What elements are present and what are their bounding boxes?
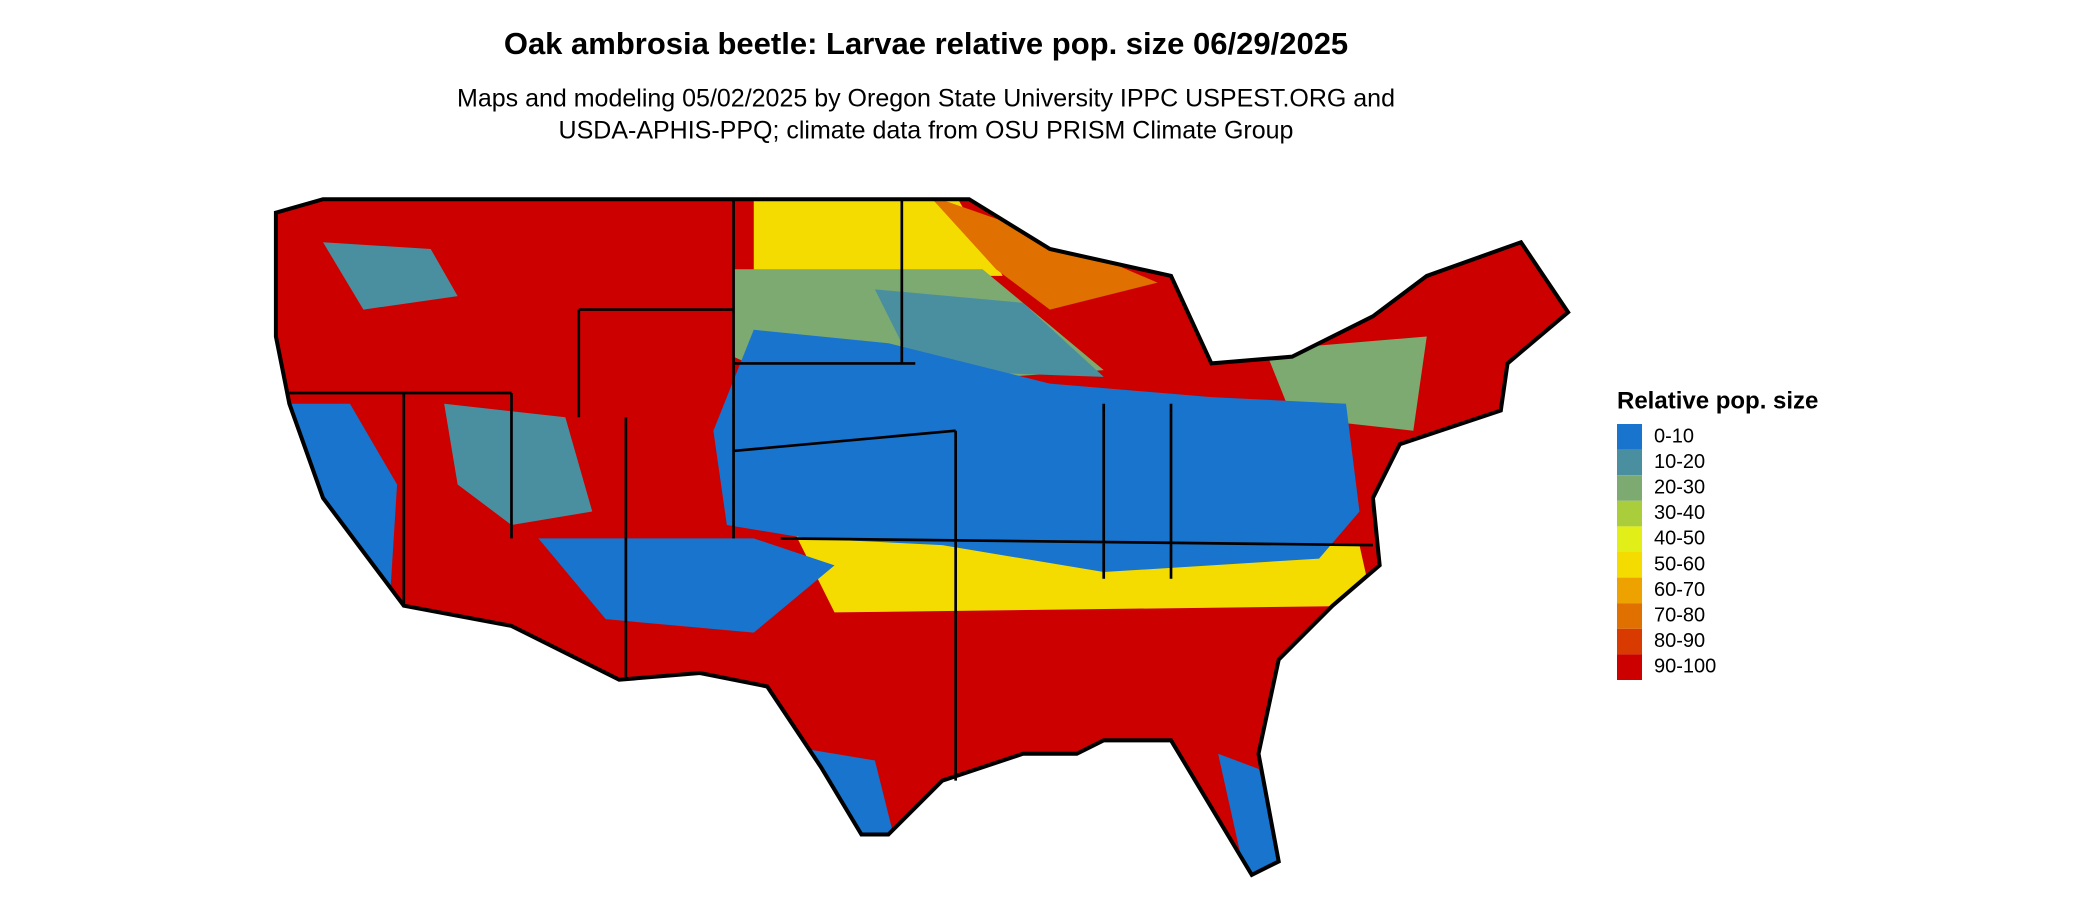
legend-swatch	[1617, 552, 1642, 578]
legend-swatch	[1617, 500, 1642, 527]
legend-label: 40-50	[1654, 528, 1705, 550]
legend-swatch	[1617, 628, 1642, 655]
region	[753, 199, 1003, 276]
region	[323, 242, 458, 310]
legend-swatch	[1617, 654, 1642, 680]
legend-swatch	[1617, 449, 1642, 476]
legend-label: 60-70	[1654, 579, 1705, 601]
legend-label: 50-60	[1654, 553, 1705, 575]
region	[713, 329, 1360, 573]
legend: 0-10 10-20 20-30 30-40 40-50 50-60 60-70 70-80 8…	[1617, 424, 1716, 680]
subtitle: Maps and modeling 05/02/2025 by Oregon S…	[457, 85, 1395, 113]
legend-swatch	[1617, 603, 1642, 629]
legend-title: Relative pop. size	[1617, 387, 1818, 414]
legend-label: 0-10	[1654, 425, 1694, 447]
country-outline	[273, 197, 1571, 878]
legend-swatch	[1617, 424, 1642, 450]
legend-label: 90-100	[1654, 656, 1716, 678]
subtitle: USDA-APHIS-PPQ; climate data from OSU PR…	[559, 117, 1294, 145]
legend-swatch	[1617, 526, 1642, 552]
legend-label: 70-80	[1654, 604, 1705, 626]
legend-label: 30-40	[1654, 502, 1705, 524]
title: Oak ambrosia beetle: Larvae relative pop…	[504, 26, 1348, 61]
us-map	[273, 197, 1571, 878]
map-fill	[275, 199, 1569, 875]
state-border	[289, 199, 1373, 781]
legend-swatch	[1617, 577, 1642, 604]
region	[928, 199, 1158, 310]
legend-label: 10-20	[1654, 451, 1705, 473]
region	[538, 538, 835, 633]
legend-label: 20-30	[1654, 476, 1705, 498]
state-borders	[289, 199, 1373, 781]
region	[444, 403, 593, 525]
legend-swatch	[1617, 475, 1642, 501]
legend-label: 80-90	[1654, 630, 1705, 652]
